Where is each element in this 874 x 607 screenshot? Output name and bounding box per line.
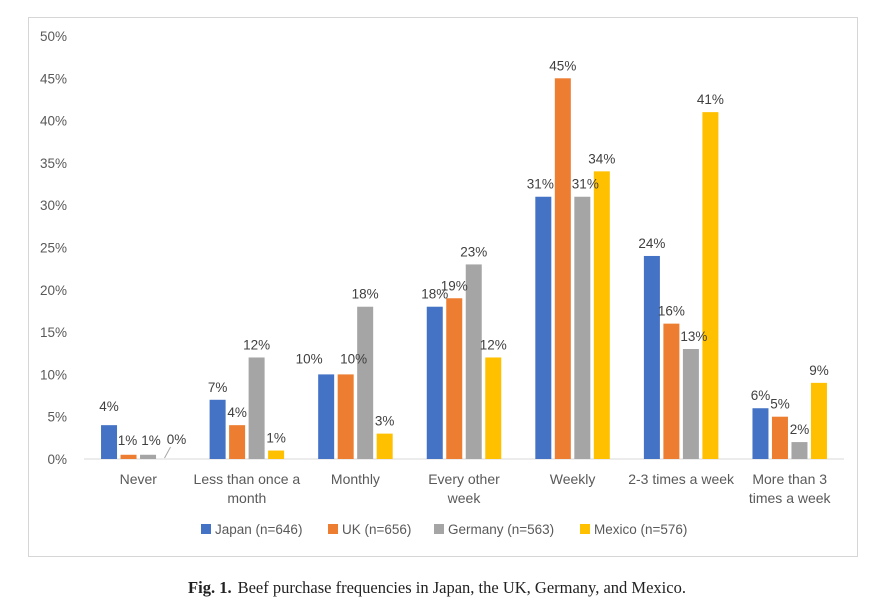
y-tick-label: 15%: [40, 325, 67, 340]
data-label: 9%: [809, 363, 829, 378]
y-tick-label: 45%: [40, 71, 67, 86]
y-tick-label: 35%: [40, 156, 67, 171]
figure-caption: Fig. 1. Beef purchase frequencies in Japa…: [0, 578, 874, 598]
data-label: 34%: [588, 151, 615, 166]
data-label: 18%: [352, 287, 379, 302]
bar: [810, 382, 827, 459]
bar: [485, 357, 502, 459]
legend-swatch: [328, 524, 338, 534]
data-label: 19%: [441, 278, 468, 293]
bar: [426, 306, 443, 459]
x-tick-label: More than 3 times a week: [749, 471, 832, 506]
bar: [357, 306, 374, 459]
data-label: 41%: [697, 92, 724, 107]
bar: [268, 450, 285, 459]
bar: [229, 425, 246, 459]
data-label: 5%: [770, 397, 790, 412]
bar: [209, 399, 226, 459]
legend-swatch: [580, 524, 590, 534]
data-label: 13%: [680, 329, 707, 344]
data-label: 3%: [375, 414, 395, 429]
data-label: 10%: [296, 351, 323, 366]
bar: [446, 298, 463, 459]
x-tick-label: Monthly: [331, 471, 380, 487]
label-leader-line: [164, 446, 171, 459]
y-tick-label: 0%: [47, 452, 67, 467]
legend-swatch: [201, 524, 211, 534]
data-label: 18%: [421, 287, 448, 302]
bar: [337, 374, 354, 459]
data-label: 7%: [208, 380, 228, 395]
data-label: 31%: [527, 177, 554, 192]
data-label: 45%: [549, 58, 576, 73]
data-label: 23%: [460, 244, 487, 259]
bar: [682, 349, 699, 459]
bar: [643, 255, 660, 459]
legend-label: UK (n=656): [342, 522, 411, 537]
y-tick-label: 10%: [40, 367, 67, 382]
data-label: 24%: [638, 236, 665, 251]
data-label: 4%: [99, 399, 119, 414]
y-tick-label: 20%: [40, 283, 67, 298]
data-label: 16%: [658, 304, 685, 319]
data-label: 0%: [167, 432, 187, 447]
bar: [101, 425, 118, 459]
bar: [376, 433, 393, 459]
data-label: 4%: [227, 405, 247, 420]
data-label: 10%: [340, 351, 367, 366]
x-tick-label: Never: [120, 471, 158, 487]
x-tick-label: Weekly: [550, 471, 596, 487]
bar: [771, 416, 788, 459]
y-tick-label: 50%: [40, 29, 67, 44]
bar: [535, 196, 552, 460]
bar: [752, 408, 769, 459]
data-labels: 4%1% 1% 0%7%4%12%1%10% 10%18%3%18%19%23%12%…: [99, 58, 829, 459]
x-axis: Never Less than once a month Monthly Every o…: [84, 458, 844, 506]
x-tick-label: Every other week: [428, 471, 500, 506]
data-label: 1%: [141, 433, 161, 448]
data-label: 1%: [118, 433, 138, 448]
legend: Japan (n=646) UK (n=656) Germany (n=563) Me…: [201, 522, 687, 537]
y-tick-label: 40%: [40, 114, 67, 129]
x-tick-label: Less than once a month: [194, 471, 301, 506]
caption-label: Fig. 1.: [188, 578, 232, 597]
bar: [140, 454, 157, 459]
caption-text: Beef purchase frequencies in Japan, the …: [237, 578, 686, 597]
bar: [593, 171, 610, 460]
bar: [663, 323, 680, 459]
bar: [465, 264, 482, 459]
legend-swatch: [434, 524, 444, 534]
data-label: 1%: [266, 431, 286, 446]
bar-chart: 0% 5% 10% 15% 20% 25% 30% 35% 40% 45% 50% Never Les…: [40, 29, 844, 537]
data-label: 31%: [572, 177, 599, 192]
bar: [791, 442, 808, 459]
data-label: 2%: [790, 422, 810, 437]
bars: [101, 78, 827, 460]
legend-label: Japan (n=646): [215, 522, 302, 537]
bar: [574, 196, 591, 460]
x-tick-label: 2-3 times a week: [628, 471, 735, 487]
y-axis: 0% 5% 10% 15% 20% 25% 30% 35% 40% 45% 50%: [40, 29, 67, 467]
data-label: 6%: [751, 388, 771, 403]
legend-label: Germany (n=563): [448, 522, 554, 537]
bar: [318, 374, 335, 459]
bar: [120, 454, 137, 459]
data-label: 12%: [480, 337, 507, 352]
bar: [248, 357, 265, 459]
y-tick-label: 30%: [40, 198, 67, 213]
y-tick-label: 25%: [40, 241, 67, 256]
chart-frame: 0% 5% 10% 15% 20% 25% 30% 35% 40% 45% 50% Never Les…: [28, 17, 858, 557]
y-tick-label: 5%: [47, 410, 67, 425]
bar: [554, 78, 571, 460]
bar: [702, 112, 719, 459]
data-label: 12%: [243, 337, 270, 352]
legend-label: Mexico (n=576): [594, 522, 687, 537]
